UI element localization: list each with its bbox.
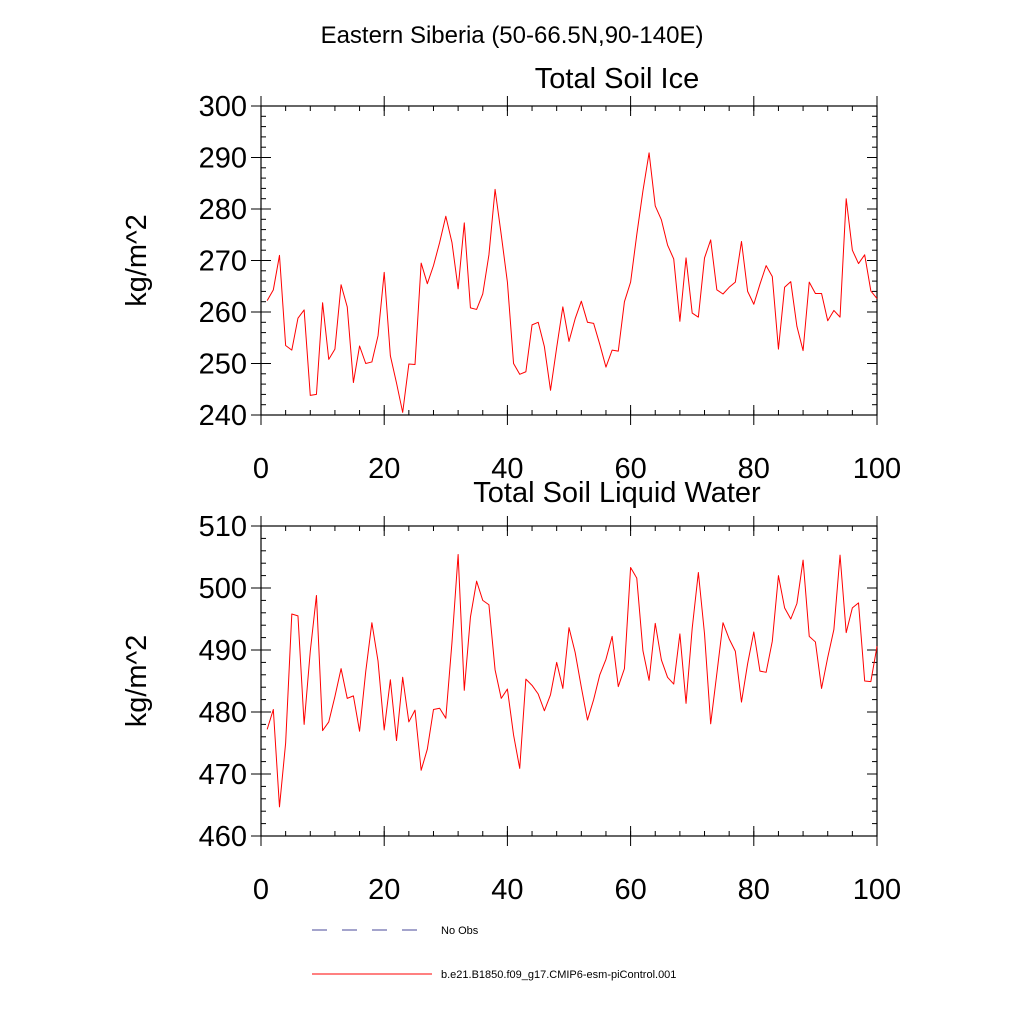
y-tick-label: 470: [199, 759, 247, 791]
x-tick-label: 40: [491, 874, 523, 906]
y-tick-label: 460: [199, 821, 247, 853]
x-tick-label: 40: [491, 453, 523, 485]
y-tick-label: 500: [199, 573, 247, 605]
y-tick-label: 270: [199, 246, 247, 278]
y-tick-label: 240: [199, 400, 247, 432]
x-tick-label: 80: [738, 453, 770, 485]
plot-frame: [260, 525, 878, 837]
series-line-0: [266, 554, 878, 808]
legend-label-model: b.e21.B1850.f09_g17.CMIP6-esm-piControl.…: [441, 969, 676, 981]
x-tick-label: 20: [368, 453, 400, 485]
legend-label-no-obs: No Obs: [441, 925, 479, 937]
series-line-0: [266, 152, 878, 413]
y-tick-label: 280: [199, 194, 247, 226]
plot-frame: [260, 105, 878, 416]
chart-panel-soil-liquid-water: Total Soil Liquid Water kg/m^2 460 470 480 49…: [121, 477, 901, 906]
x-tick-label: 0: [253, 874, 269, 906]
y-tick-label: 480: [199, 697, 247, 729]
y-tick-label: 290: [199, 143, 247, 175]
x-tick-label: 100: [853, 874, 901, 906]
x-tick-label: 80: [738, 874, 770, 906]
x-tick-label: 20: [368, 874, 400, 906]
y-tick-label: 490: [199, 635, 247, 667]
chart-title: Total Soil Liquid Water: [473, 477, 761, 509]
y-tick-label: 300: [199, 91, 247, 123]
x-tick-label: 100: [853, 453, 901, 485]
y-tick-label: 250: [199, 349, 247, 381]
y-axis-label: kg/m^2: [121, 214, 153, 307]
legend: No Obs b.e21.B1850.f09_g17.CMIP6-esm-piC…: [312, 925, 676, 981]
figure-supertitle: Eastern Siberia (50-66.5N,90-140E): [321, 22, 704, 49]
chart-panel-soil-ice: Total Soil Ice kg/m^2 240 250 260 270 280 290 30…: [121, 63, 901, 485]
x-tick-label: 0: [253, 453, 269, 485]
y-tick-label: 510: [199, 511, 247, 543]
y-tick-label: 260: [199, 297, 247, 329]
x-tick-label: 60: [614, 453, 646, 485]
chart-title: Total Soil Ice: [535, 63, 699, 95]
y-axis-label: kg/m^2: [121, 635, 153, 728]
x-tick-label: 60: [614, 874, 646, 906]
